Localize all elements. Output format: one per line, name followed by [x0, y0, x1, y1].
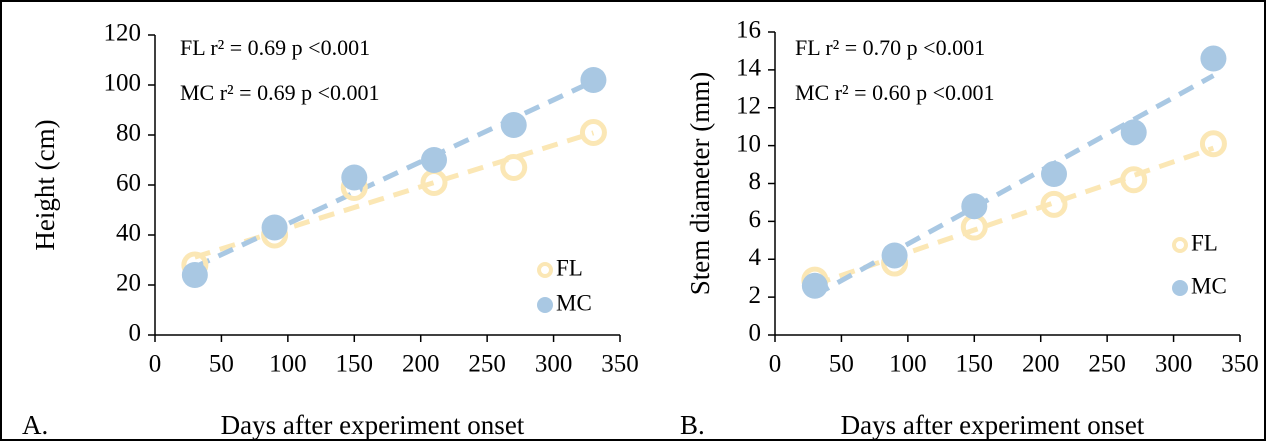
y-tick-label: 6 [749, 206, 762, 233]
y-tick-label: 8 [749, 168, 762, 195]
legend-marker [1172, 280, 1188, 296]
point [1200, 45, 1227, 72]
legend-label: FL [1191, 230, 1218, 255]
trend-line [194, 130, 595, 260]
panel-label: A. [22, 410, 48, 440]
legend-marker [537, 262, 553, 278]
x-tick-label: 150 [956, 351, 994, 378]
x-tick-label: 0 [149, 351, 162, 378]
point [341, 164, 368, 191]
y-tick-label: 14 [736, 55, 762, 82]
point [1120, 119, 1147, 146]
y-tick-label: 40 [116, 220, 141, 247]
point [960, 213, 988, 241]
point [500, 112, 527, 138]
y-tick-label: 10 [736, 130, 761, 157]
legend-label: FL [556, 255, 583, 280]
trend-line [814, 145, 1215, 287]
x-axis-label: Days after experiment onset [221, 410, 525, 440]
point [580, 67, 607, 93]
annotation: MC r² = 0.69 p <0.001 [180, 80, 379, 105]
x-tick-label: 50 [209, 351, 234, 378]
y-tick-label: 80 [116, 120, 141, 147]
y-tick-label: 2 [749, 282, 762, 309]
y-tick-label: 0 [749, 320, 762, 347]
legend-marker [1172, 237, 1188, 253]
panel-label: B. [680, 410, 705, 440]
trend-line [193, 79, 595, 270]
trend-line [813, 73, 1215, 298]
legend-marker [537, 297, 553, 313]
point [579, 119, 607, 146]
y-axis-label: Stem diameter (mm) [685, 72, 715, 295]
legend-label: MC [556, 290, 592, 315]
x-tick-label: 250 [1088, 351, 1126, 378]
y-tick-label: 120 [104, 20, 142, 47]
x-tick-label: 0 [769, 351, 782, 378]
point [500, 154, 528, 181]
point [181, 262, 208, 288]
y-axis-label: Height (cm) [30, 119, 60, 250]
x-axis-label: Days after experiment onset [841, 410, 1145, 440]
y-tick-label: 60 [116, 170, 141, 197]
point [1120, 166, 1148, 194]
annotation: MC r² = 0.60 p <0.001 [795, 80, 994, 105]
point [261, 214, 288, 241]
annotation: FL r² = 0.69 p <0.001 [180, 35, 370, 60]
y-tick-label: 12 [736, 92, 761, 119]
point [1199, 130, 1227, 158]
x-tick-label: 100 [889, 351, 927, 378]
annotation: FL r² = 0.70 p <0.001 [795, 35, 985, 60]
x-tick-label: 200 [402, 351, 440, 378]
y-tick-label: 16 [736, 17, 761, 44]
y-tick-label: 0 [129, 320, 142, 347]
x-tick-label: 350 [1221, 351, 1259, 378]
x-tick-label: 300 [535, 351, 573, 378]
point [421, 147, 447, 173]
point [881, 242, 908, 269]
y-tick-label: 100 [104, 70, 142, 97]
point [961, 193, 988, 220]
point [1041, 161, 1067, 188]
x-tick-label: 150 [336, 351, 374, 378]
y-tick-label: 4 [749, 244, 762, 271]
x-tick-label: 200 [1022, 351, 1060, 378]
x-tick-label: 300 [1155, 351, 1193, 378]
y-tick-label: 20 [116, 270, 141, 297]
point [801, 272, 828, 299]
x-tick-label: 250 [468, 351, 506, 378]
x-tick-label: 100 [269, 351, 307, 378]
x-tick-label: 50 [829, 351, 854, 378]
x-tick-label: 350 [601, 351, 639, 378]
point [1040, 190, 1068, 218]
legend-label: MC [1191, 273, 1227, 298]
